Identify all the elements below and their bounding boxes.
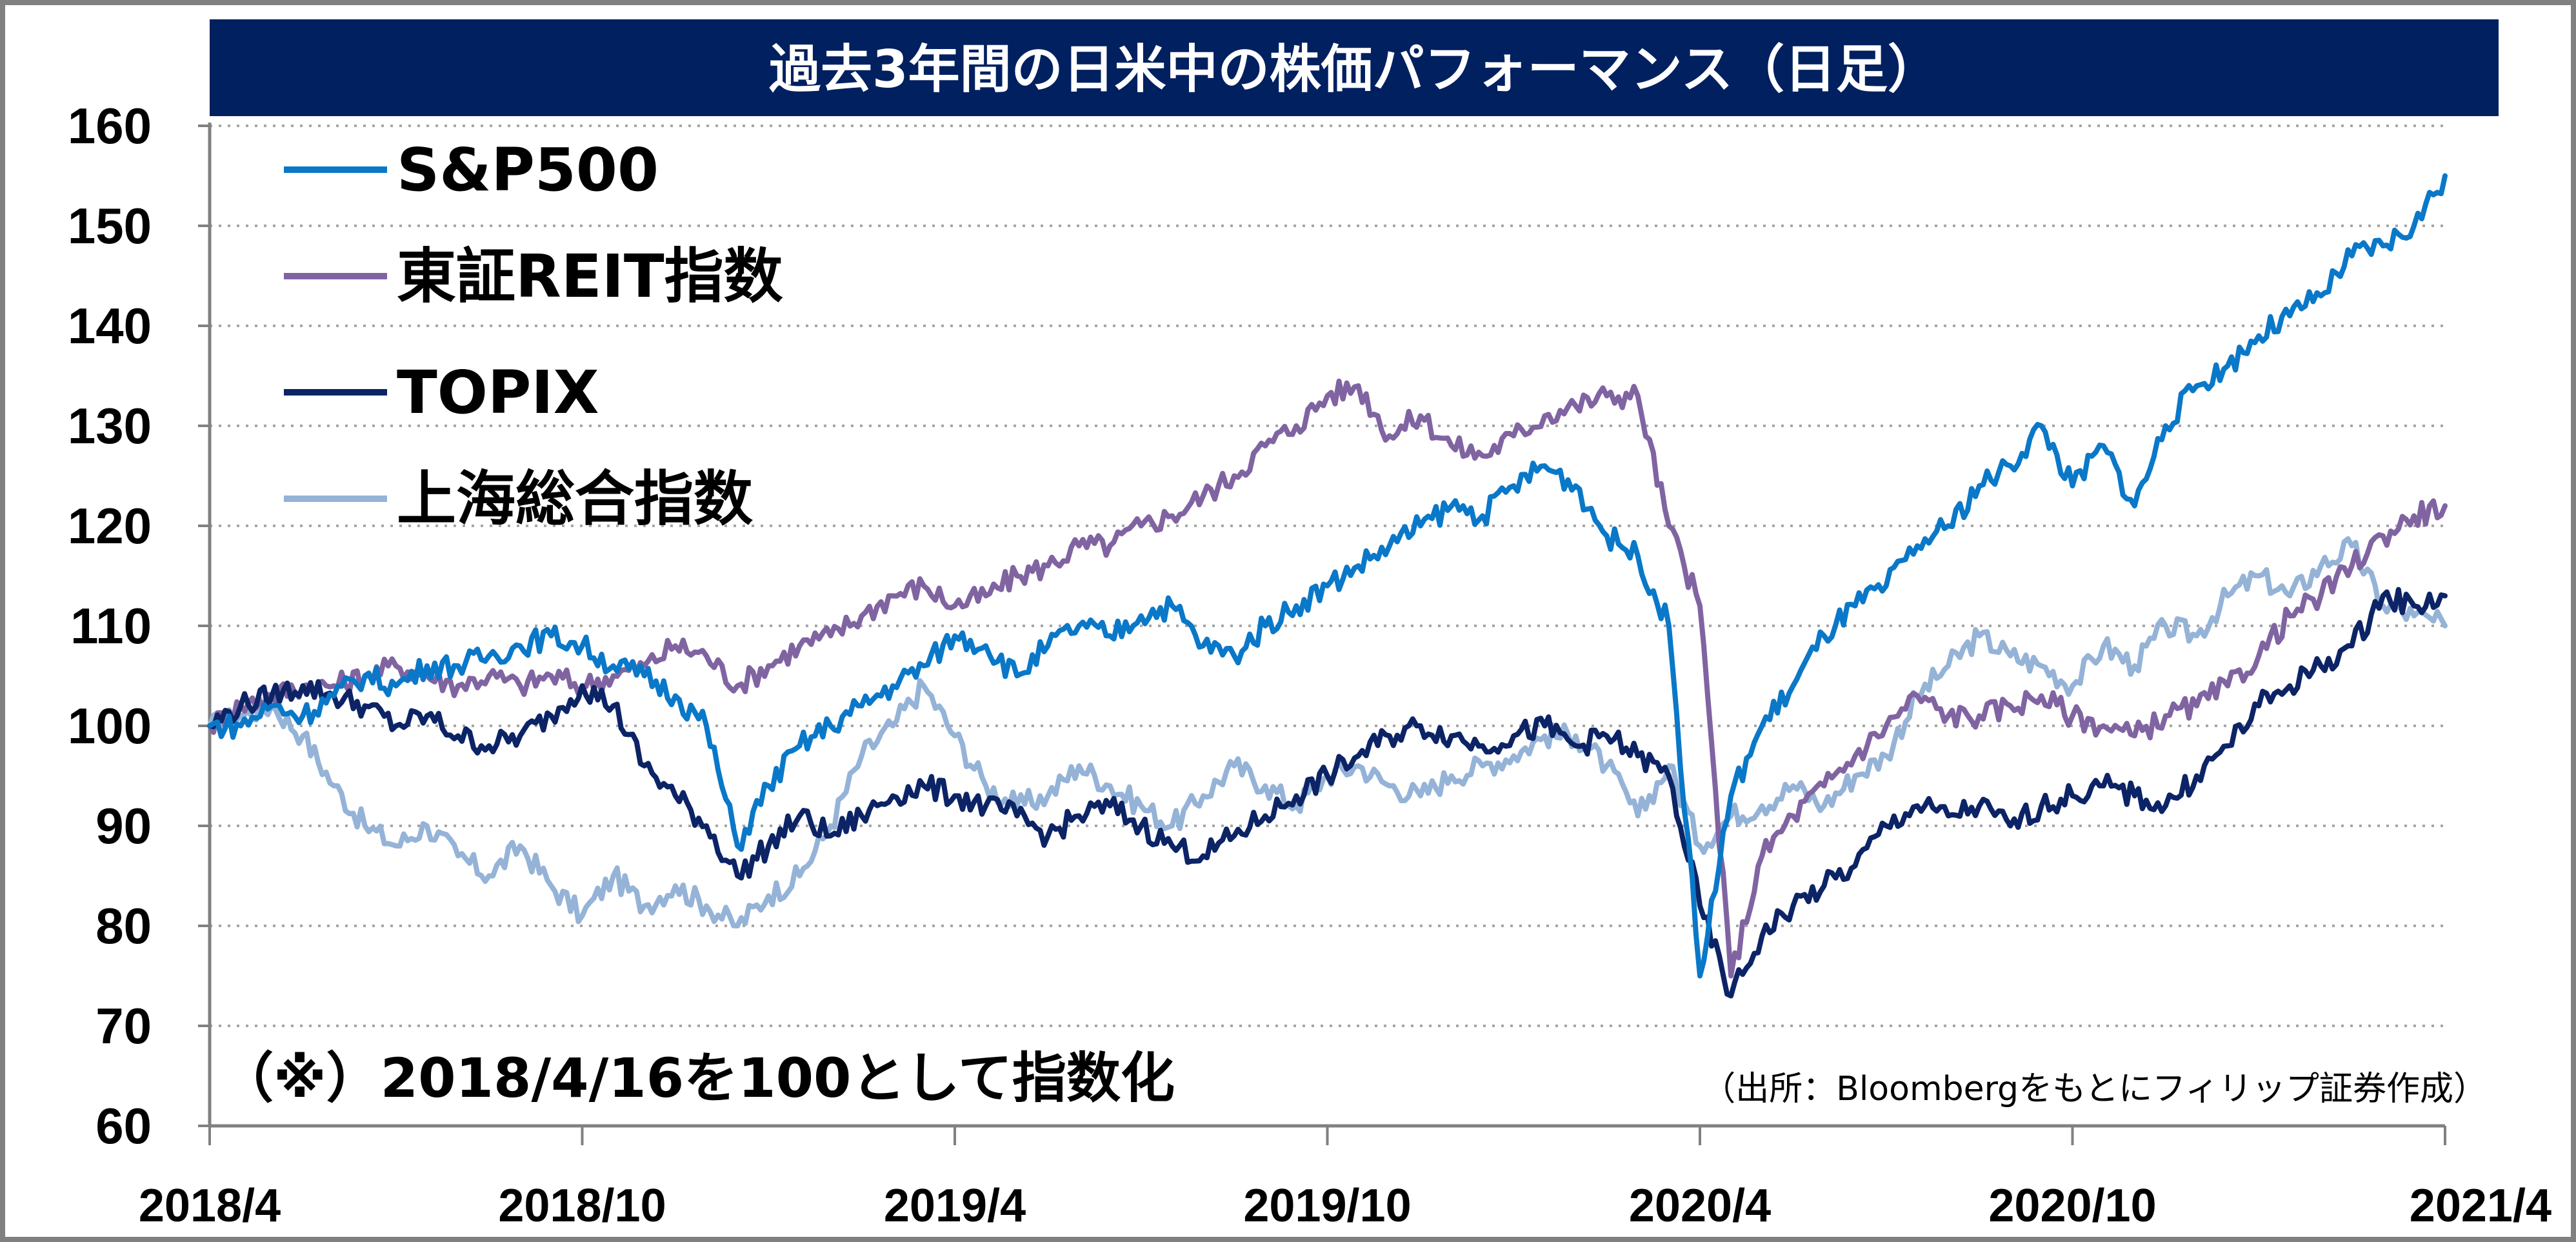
legend: S&P500 東証REIT指数 TOPIX 上海総合指数 <box>284 135 783 534</box>
legend-label: 東証REIT指数 <box>397 242 783 311</box>
y-tick-label: 70 <box>95 997 152 1054</box>
legend-label: S&P500 <box>397 135 659 205</box>
y-tick-label: 140 <box>68 297 152 354</box>
series-line-2 <box>207 586 2448 999</box>
title-banner <box>210 19 2499 116</box>
y-tick-label: 110 <box>70 597 152 654</box>
legend-label: 上海総合指数 <box>397 465 753 534</box>
y-tick-label: 120 <box>68 497 152 554</box>
y-tick-label: 90 <box>95 797 152 854</box>
x-tick-label: 2019/10 <box>1243 1180 1411 1232</box>
x-tick-label: 2019/4 <box>884 1180 1026 1232</box>
gridlines <box>210 125 2445 1027</box>
x-tick-label: 2020/10 <box>1988 1180 2156 1232</box>
source-note: （出所：Bloombergをもとにフィリップ証券作成） <box>1702 1070 2487 1108</box>
x-tick-label: 2021/4 <box>2410 1180 2551 1232</box>
y-tick-label: 60 <box>95 1097 152 1154</box>
y-tick-labels: 60 70 80 90 100 110 120 130 140 150 160 <box>68 97 210 1154</box>
y-tick-label: 100 <box>68 697 152 754</box>
x-tick-label: 2018/4 <box>139 1180 281 1232</box>
y-tick-label: 160 <box>68 97 152 154</box>
index-note: （※）2018/4/16を100として指数化 <box>219 1047 1175 1110</box>
legend-label: TOPIX <box>397 358 599 427</box>
series-lines <box>207 173 2448 999</box>
x-tick-label: 2020/4 <box>1629 1180 1771 1232</box>
y-tick-label: 130 <box>68 397 152 454</box>
y-tick-label: 80 <box>95 897 152 954</box>
x-tick-label: 2018/10 <box>498 1180 666 1232</box>
x-tick-labels: 2018/4 2018/10 2019/4 2019/10 2020/4 2020/10 2… <box>139 1126 2551 1232</box>
chart-title: 過去3年間の日米中の株価パフォーマンス（日足） <box>769 39 1939 99</box>
y-tick-label: 150 <box>68 197 152 254</box>
series-line-3 <box>207 173 2448 979</box>
